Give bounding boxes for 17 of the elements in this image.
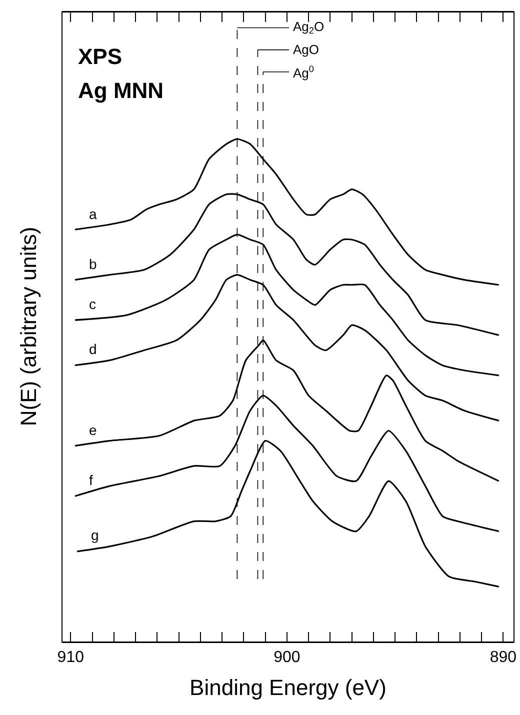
ref-line-label: AgO — [293, 42, 320, 57]
series-label: f — [89, 472, 93, 488]
x-tick-label: 910 — [57, 649, 84, 666]
series-label: d — [89, 341, 97, 357]
x-tick-label: 900 — [274, 649, 300, 666]
y-axis-title: N(E) (arbitrary units) — [16, 226, 42, 426]
x-axis-title: Binding Energy (eV) — [190, 675, 386, 700]
series-label: a — [89, 206, 97, 222]
chart-title: XPS — [78, 44, 122, 69]
series-label: b — [89, 256, 97, 272]
chart-subtitle: Ag MNN — [78, 78, 164, 103]
ref-line-label: Ag$_{2}$O — [293, 19, 324, 36]
series-label: e — [89, 422, 97, 438]
series-label: g — [91, 527, 99, 543]
x-tick-label: 890 — [490, 649, 517, 666]
series-label: c — [89, 296, 96, 312]
ref-line-label: Ag$^{0}$ — [293, 64, 314, 80]
